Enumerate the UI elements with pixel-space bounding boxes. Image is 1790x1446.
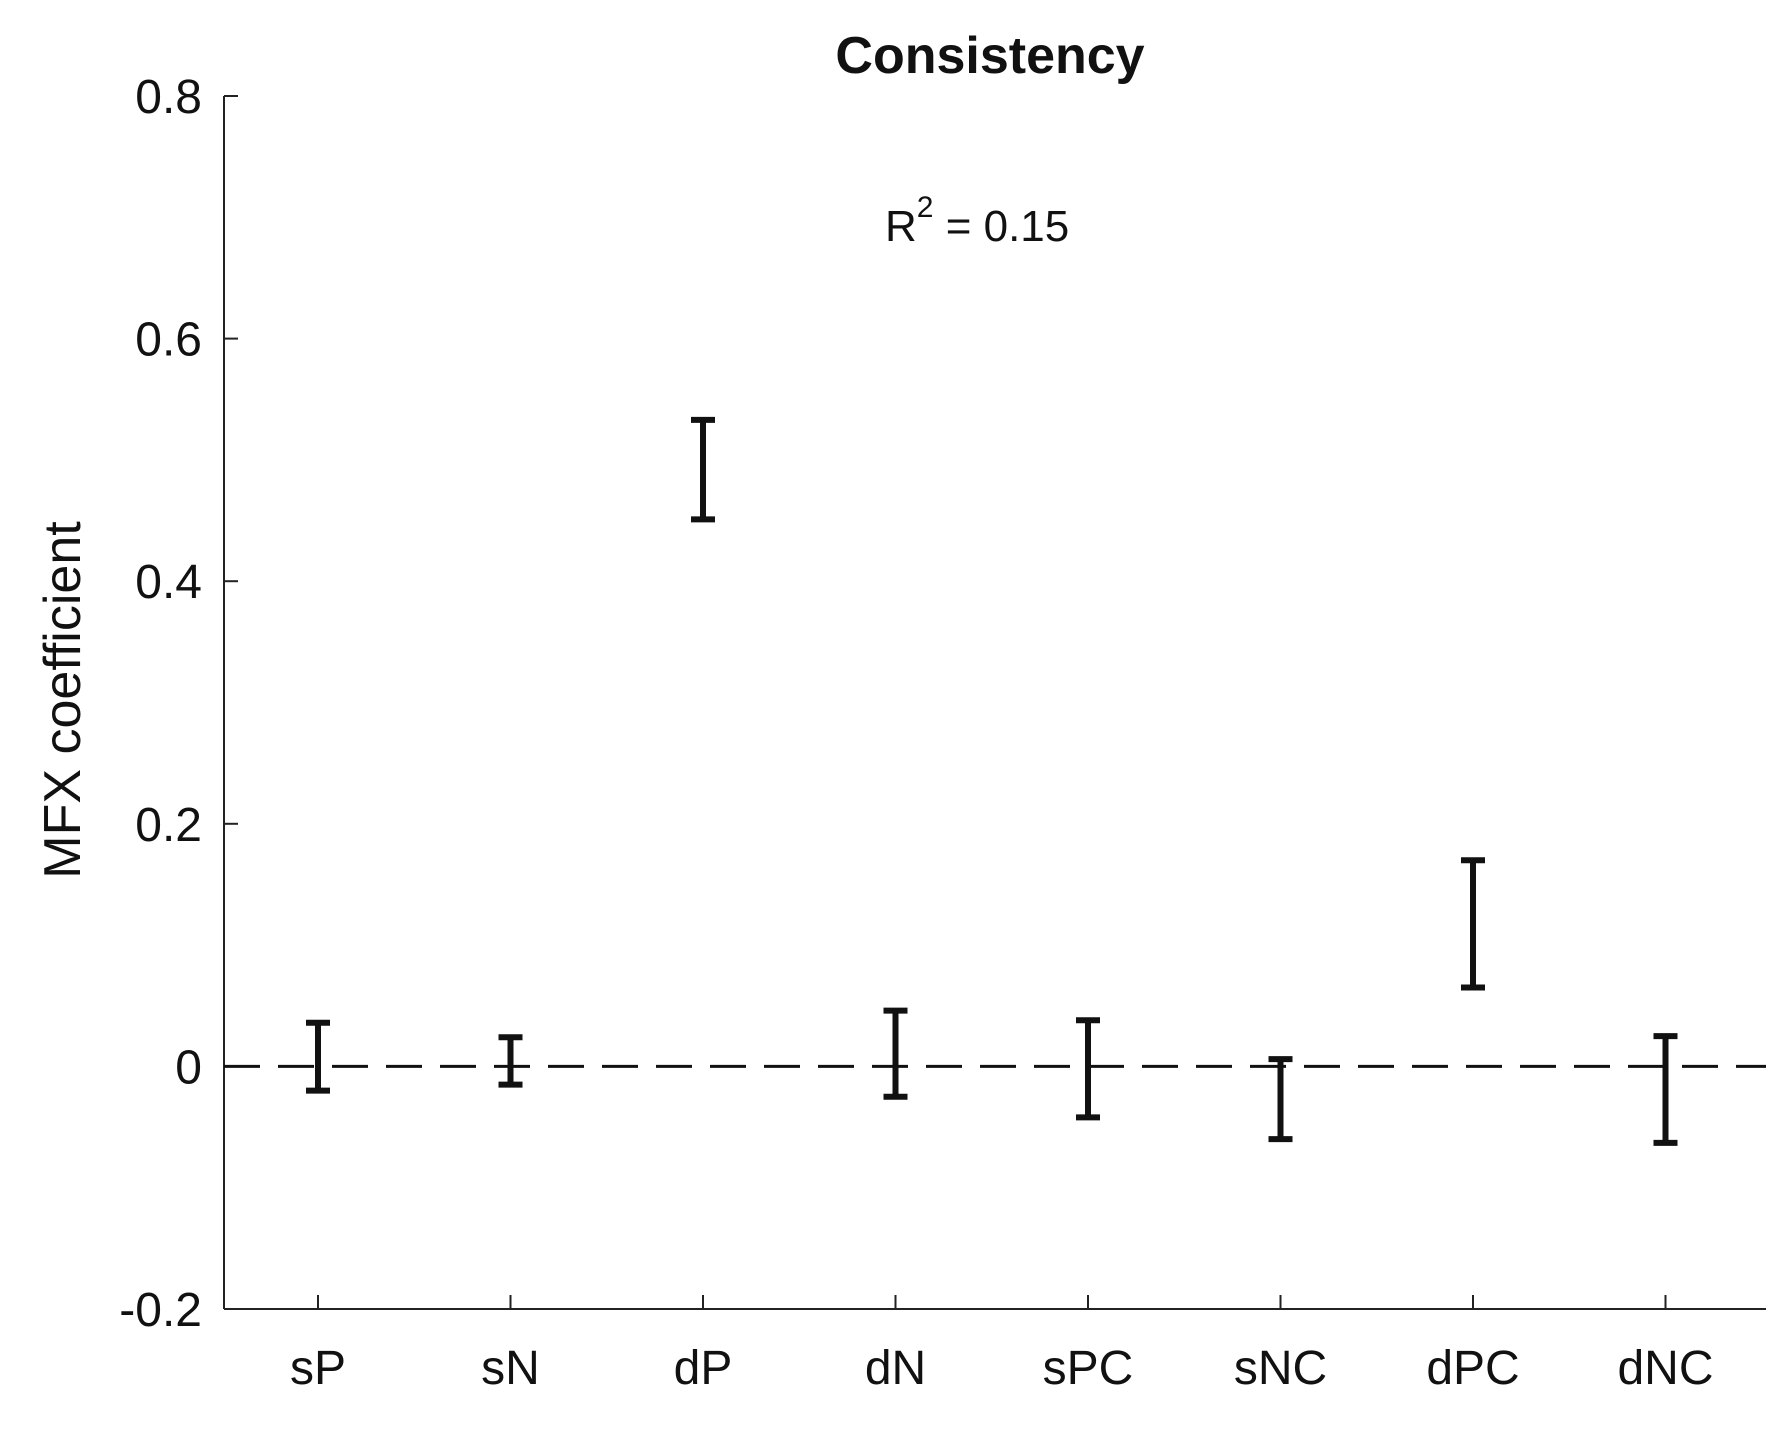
y-tick-label: -0.2 xyxy=(119,1284,202,1337)
x-tick-label: dPC xyxy=(1426,1342,1519,1395)
x-tick-label: dNC xyxy=(1617,1342,1713,1395)
x-tick-label: dP xyxy=(674,1342,733,1395)
y-tick-label: 0.8 xyxy=(135,71,202,124)
chart-title: Consistency xyxy=(835,27,1144,85)
y-tick-label: 0.6 xyxy=(135,314,202,367)
plot-area: -0.2 0 0.2 0.4 0.6 0.8 sP sN dP dN sPC sNC dPC dNC xyxy=(119,71,1766,1395)
y-tick-label: 0.2 xyxy=(135,799,202,852)
x-tick-label: sPC xyxy=(1043,1342,1134,1395)
x-tick-label: sP xyxy=(290,1342,346,1395)
x-tick-label: dN xyxy=(865,1342,926,1395)
y-tick-label: 0 xyxy=(175,1041,202,1094)
r-squared-annotation: R2 = 0.15 xyxy=(885,191,1069,251)
r-squared-base: R xyxy=(885,202,917,251)
x-tick-label: sN xyxy=(481,1342,540,1395)
x-tick-label: sNC xyxy=(1234,1342,1327,1395)
y-tick-label: 0.4 xyxy=(135,556,202,609)
r-squared-superscript: 2 xyxy=(917,191,934,224)
r-squared-value: = 0.15 xyxy=(933,202,1069,251)
y-axis-label: MFX coefficient xyxy=(34,521,92,879)
